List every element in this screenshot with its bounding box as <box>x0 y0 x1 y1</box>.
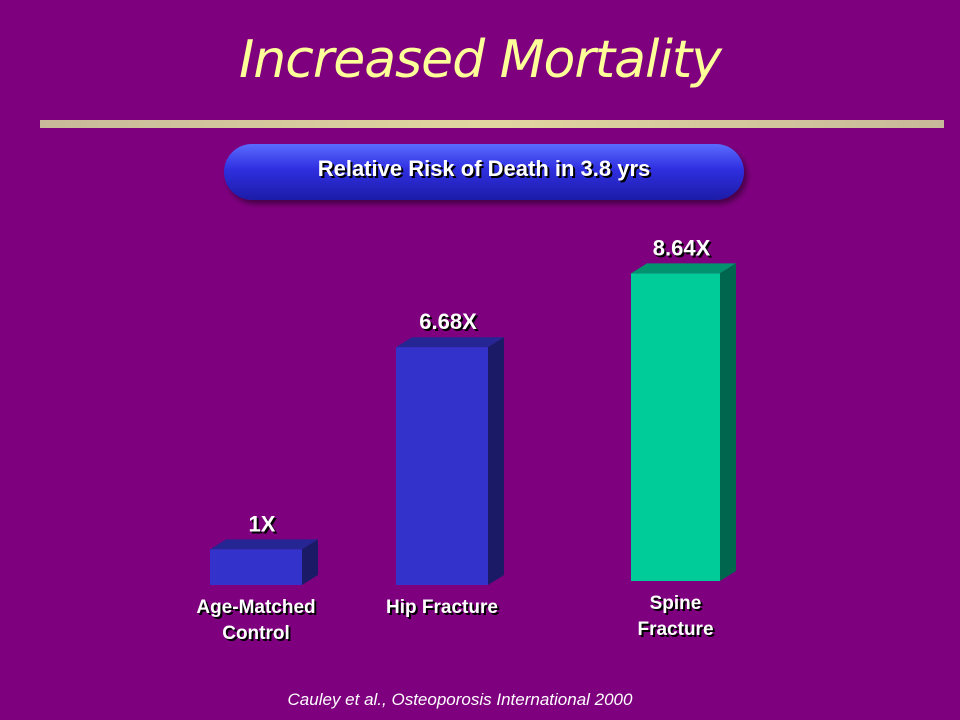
bar-top-face <box>210 539 318 550</box>
svg-text:Control: Control <box>222 623 290 644</box>
svg-text:Hip Fracture: Hip Fracture <box>386 597 498 618</box>
chart-subtitle: Relative Risk of Death in 3.8 yrs <box>317 156 651 181</box>
bar <box>631 273 720 581</box>
subtitle-banner <box>224 144 744 200</box>
bar-side-face <box>302 539 318 585</box>
bar-top-face <box>631 263 736 274</box>
bar <box>210 549 302 585</box>
bar-top-face <box>396 337 504 348</box>
svg-text:Fracture: Fracture <box>639 621 715 642</box>
svg-text:6.68X: 6.68X <box>421 311 479 336</box>
svg-text:Spine: Spine <box>650 593 702 614</box>
bar-side-face <box>488 337 504 585</box>
title-divider <box>40 120 944 128</box>
citation: Cauley et al., Osteoporosis Internationa… <box>287 690 633 709</box>
svg-text:8.64X: 8.64X <box>655 237 713 262</box>
svg-text:6.68X: 6.68X <box>419 309 477 334</box>
svg-text:Hip Fracture: Hip Fracture <box>388 599 500 620</box>
svg-text:Age-Matched: Age-Matched <box>196 597 315 618</box>
svg-text:Fracture: Fracture <box>637 619 713 640</box>
svg-text:1X: 1X <box>251 513 278 538</box>
svg-text:Spine: Spine <box>652 595 704 616</box>
svg-text:Control: Control <box>224 625 292 646</box>
svg-text:1X: 1X <box>249 511 276 536</box>
bar-side-face <box>720 263 736 581</box>
svg-text:Age-Matched: Age-Matched <box>198 599 317 620</box>
slide-title: Increased Mortality <box>238 30 722 90</box>
bar <box>396 347 488 585</box>
svg-text:8.64X: 8.64X <box>653 235 711 260</box>
